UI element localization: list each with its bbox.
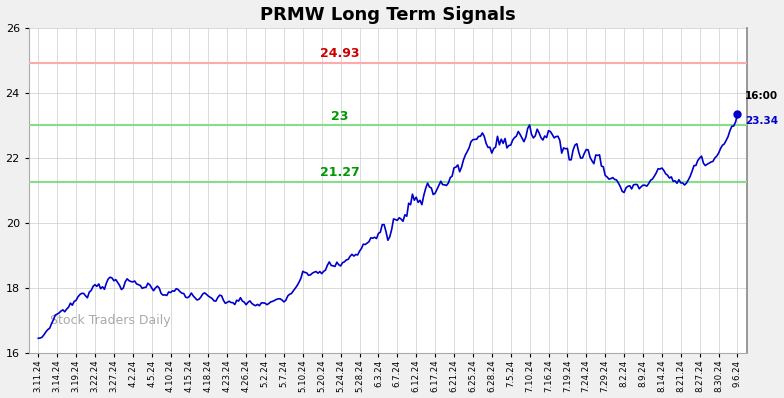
Text: Stock Traders Daily: Stock Traders Daily (50, 314, 171, 327)
Text: 24.93: 24.93 (320, 47, 360, 60)
Title: PRMW Long Term Signals: PRMW Long Term Signals (260, 6, 516, 23)
Text: 23: 23 (331, 110, 349, 123)
Text: 16:00: 16:00 (745, 91, 779, 101)
Text: 21.27: 21.27 (320, 166, 360, 179)
Text: 23.34: 23.34 (745, 116, 779, 126)
